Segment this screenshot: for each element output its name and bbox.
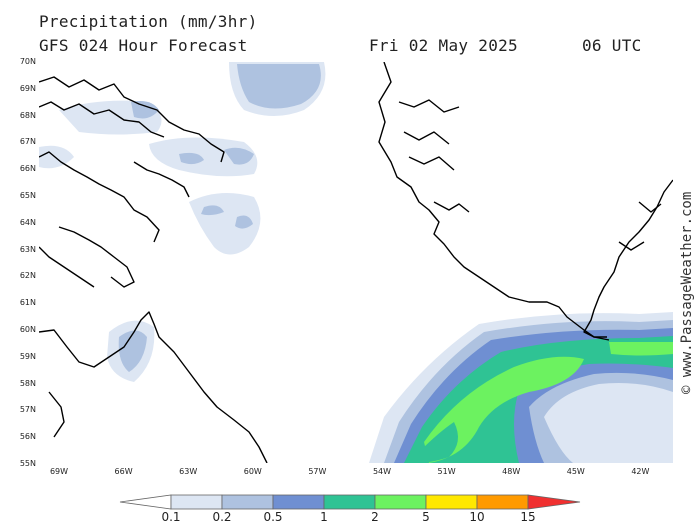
legend-swatch xyxy=(221,494,274,510)
latitude-label: 60N xyxy=(19,325,36,334)
color-scale-legend xyxy=(119,494,581,510)
longitude-label: 60W xyxy=(243,467,262,476)
forecast-time: 06 UTC xyxy=(582,36,642,55)
legend-label: 0.2 xyxy=(212,510,232,524)
latitude-label: 63N xyxy=(19,244,36,254)
latitude-label: 58N xyxy=(19,378,36,388)
latitude-label: 70N xyxy=(19,57,36,66)
latitude-label: 61N xyxy=(19,298,36,308)
longitude-label: 66W xyxy=(114,467,133,476)
legend-swatch xyxy=(170,494,223,510)
precipitation-shading xyxy=(39,62,673,463)
legend-label: 0.1 xyxy=(161,510,181,524)
latitude-label: 55N xyxy=(19,459,36,468)
latitude-label: 59N xyxy=(19,351,36,361)
legend-swatch xyxy=(323,494,376,510)
latitude-label: 56N xyxy=(19,432,36,442)
longitude-label: 57W xyxy=(308,467,327,476)
legend-swatch xyxy=(476,494,529,510)
site-credit: © www.PassageWeather.com xyxy=(679,192,695,394)
latitude-label: 69N xyxy=(19,83,36,93)
forecast-date: Fri 02 May 2025 xyxy=(369,36,518,55)
legend-label: 0.5 xyxy=(263,510,283,524)
longitude-label: 51W xyxy=(437,467,456,476)
legend-swatch xyxy=(527,494,581,510)
forecast-subtitle: GFS 024 Hour Forecast xyxy=(39,36,248,55)
latitude-label: 68N xyxy=(19,110,36,120)
legend-swatch xyxy=(374,494,427,510)
longitude-label: 54W xyxy=(372,467,392,476)
latitude-label: 65N xyxy=(19,191,36,200)
legend-label: 15 xyxy=(520,510,536,524)
latitude-label: 62N xyxy=(19,271,36,281)
map-title: Precipitation (mm/3hr) xyxy=(39,12,258,31)
legend-label: 10 xyxy=(469,510,485,524)
legend-label: 5 xyxy=(422,510,430,524)
latitude-label: 57N xyxy=(19,405,36,415)
longitude-label: 63W xyxy=(179,467,198,476)
legend-label: 2 xyxy=(371,510,379,524)
longitude-label: 48W xyxy=(502,467,521,476)
site-credit-text: © www.PassageWeather.com xyxy=(679,192,695,394)
longitude-label: 45W xyxy=(566,467,585,476)
longitude-label: 69W xyxy=(49,467,69,476)
legend-label: 1 xyxy=(320,510,328,524)
coastlines xyxy=(39,62,673,463)
precipitation-map xyxy=(39,62,673,463)
latitude-label: 67N xyxy=(19,137,36,147)
latitude-label: 66N xyxy=(19,164,36,174)
legend-swatch xyxy=(272,494,325,510)
longitude-label: 42W xyxy=(631,467,650,476)
legend-swatch xyxy=(119,494,172,510)
legend-swatch xyxy=(425,494,478,510)
latitude-label: 64N xyxy=(19,217,36,227)
